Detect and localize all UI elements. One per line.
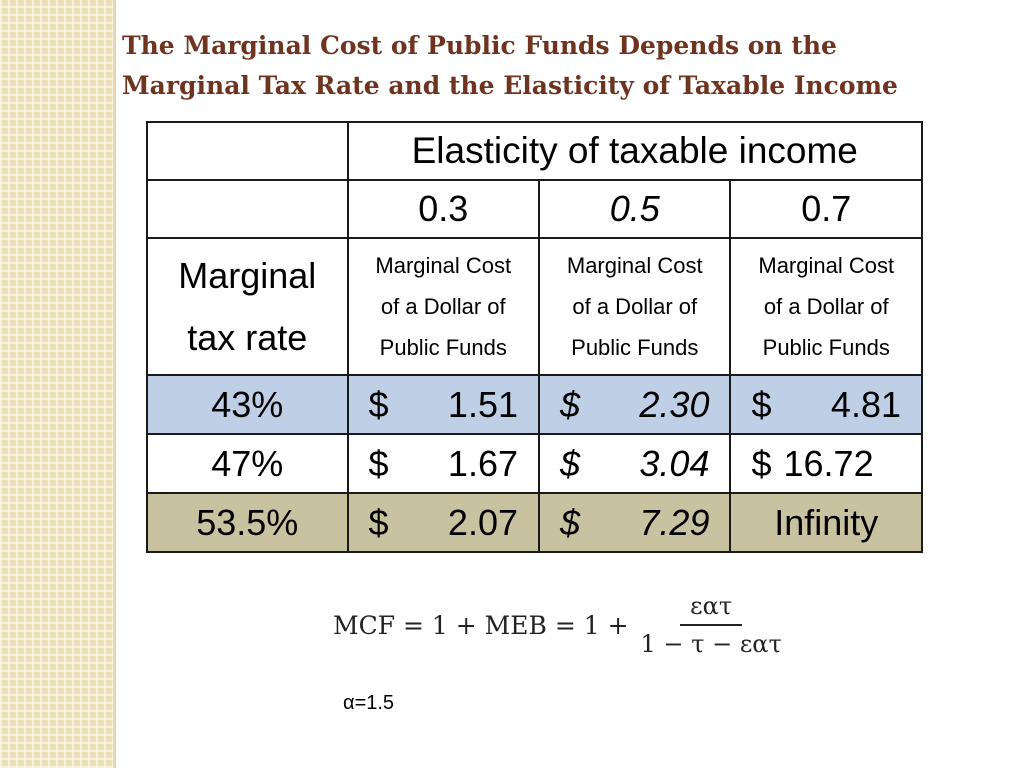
mcf-value-cell: $16.72 [729, 433, 923, 494]
slide-title: The Marginal Cost of Public Funds Depend… [122, 26, 1002, 106]
desc-line-3: Public Funds [762, 335, 890, 360]
mcf-value-cell: $2.07 [346, 492, 541, 553]
mcf-value-cell: $3.04 [537, 433, 732, 494]
decorative-side-edge [113, 0, 116, 768]
alpha-note: α=1.5 [343, 692, 395, 714]
mcf-value: 2.07 [447, 501, 518, 543]
mcf-value: 2.30 [639, 383, 710, 425]
mcf-value-cell: $1.51 [346, 374, 541, 435]
table-row: 47% $1.67 $3.04 $16.72 [146, 433, 923, 494]
currency-symbol: $ [368, 501, 389, 543]
mtr-header-line-1: Marginal [178, 254, 317, 296]
mcf-value-cell: $4.81 [729, 374, 923, 435]
currency-symbol: $ [751, 442, 772, 484]
description-row: Marginal tax rate Marginal Cost of a Dol… [146, 237, 923, 376]
mcf-formula: MCF = 1 + MEB = 1 + εατ 1 − τ − εατ [333, 590, 786, 660]
elasticity-value-3: 0.7 [729, 179, 923, 239]
formula-numerator: εατ [680, 592, 743, 626]
mcf-value-cell: $7.29 [537, 492, 732, 553]
desc-line-3: Public Funds [379, 335, 507, 360]
formula-lhs: MCF = 1 + MEB = 1 + [333, 610, 629, 640]
mcf-value-cell: $1.67 [346, 433, 541, 494]
marginal-tax-rate-header: Marginal tax rate [146, 237, 349, 376]
tax-rate-cell: 47% [146, 433, 349, 494]
table-row: 53.5% $2.07 $7.29 Infinity [146, 492, 923, 553]
empty-corner-cell [146, 121, 349, 181]
empty-corner-cell-2 [146, 179, 349, 239]
mcf-value: 7.29 [639, 501, 710, 543]
mcf-infinity-cell: Infinity [729, 492, 923, 553]
tax-rate-cell: 43% [146, 374, 349, 435]
mcf-value: 3.04 [639, 442, 710, 484]
currency-symbol: $ [560, 442, 581, 484]
mcf-value: 4.81 [830, 383, 901, 425]
decorative-side-pattern [0, 0, 113, 768]
slide-title-line-1: The Marginal Cost of Public Funds Depend… [122, 31, 837, 60]
currency-symbol: $ [560, 501, 581, 543]
tax-rate-cell: 53.5% [146, 492, 349, 553]
mcf-value: 16.72 [783, 442, 874, 484]
desc-line-2: of a Dollar of [763, 294, 889, 319]
column-description-3: Marginal Cost of a Dollar of Public Fund… [729, 237, 923, 376]
mcf-value: 1.51 [447, 383, 518, 425]
elasticity-value-2: 0.5 [537, 179, 732, 239]
table-header-row: Elasticity of taxable income [146, 121, 924, 181]
desc-line-1: Marginal Cost [375, 253, 512, 278]
currency-symbol: $ [751, 383, 772, 425]
currency-symbol: $ [560, 383, 581, 425]
mcf-table: Elasticity of taxable income 0.3 0.5 0.7… [146, 121, 924, 553]
desc-line-1: Marginal Cost [566, 253, 703, 278]
mtr-header-line-2: tax rate [187, 316, 308, 358]
currency-symbol: $ [368, 442, 389, 484]
desc-line-2: of a Dollar of [380, 294, 506, 319]
column-description-1: Marginal Cost of a Dollar of Public Fund… [346, 237, 541, 376]
column-description-2: Marginal Cost of a Dollar of Public Fund… [537, 237, 732, 376]
formula-denominator: 1 − τ − εατ [640, 630, 782, 658]
elasticity-header-cell: Elasticity of taxable income [346, 121, 924, 181]
table-row: 43% $1.51 $2.30 $4.81 [146, 374, 923, 435]
elasticity-values-row: 0.3 0.5 0.7 [146, 179, 923, 239]
desc-line-1: Marginal Cost [758, 253, 895, 278]
mcf-value-cell: $2.30 [537, 374, 732, 435]
desc-line-2: of a Dollar of [572, 294, 698, 319]
elasticity-value-1: 0.3 [346, 179, 541, 239]
mcf-value: 1.67 [447, 442, 518, 484]
currency-symbol: $ [368, 383, 389, 425]
desc-line-3: Public Funds [571, 335, 699, 360]
formula-fraction: εατ 1 − τ − εατ [637, 592, 786, 658]
slide-title-line-2: Marginal Tax Rate and the Elasticity of … [122, 71, 898, 100]
